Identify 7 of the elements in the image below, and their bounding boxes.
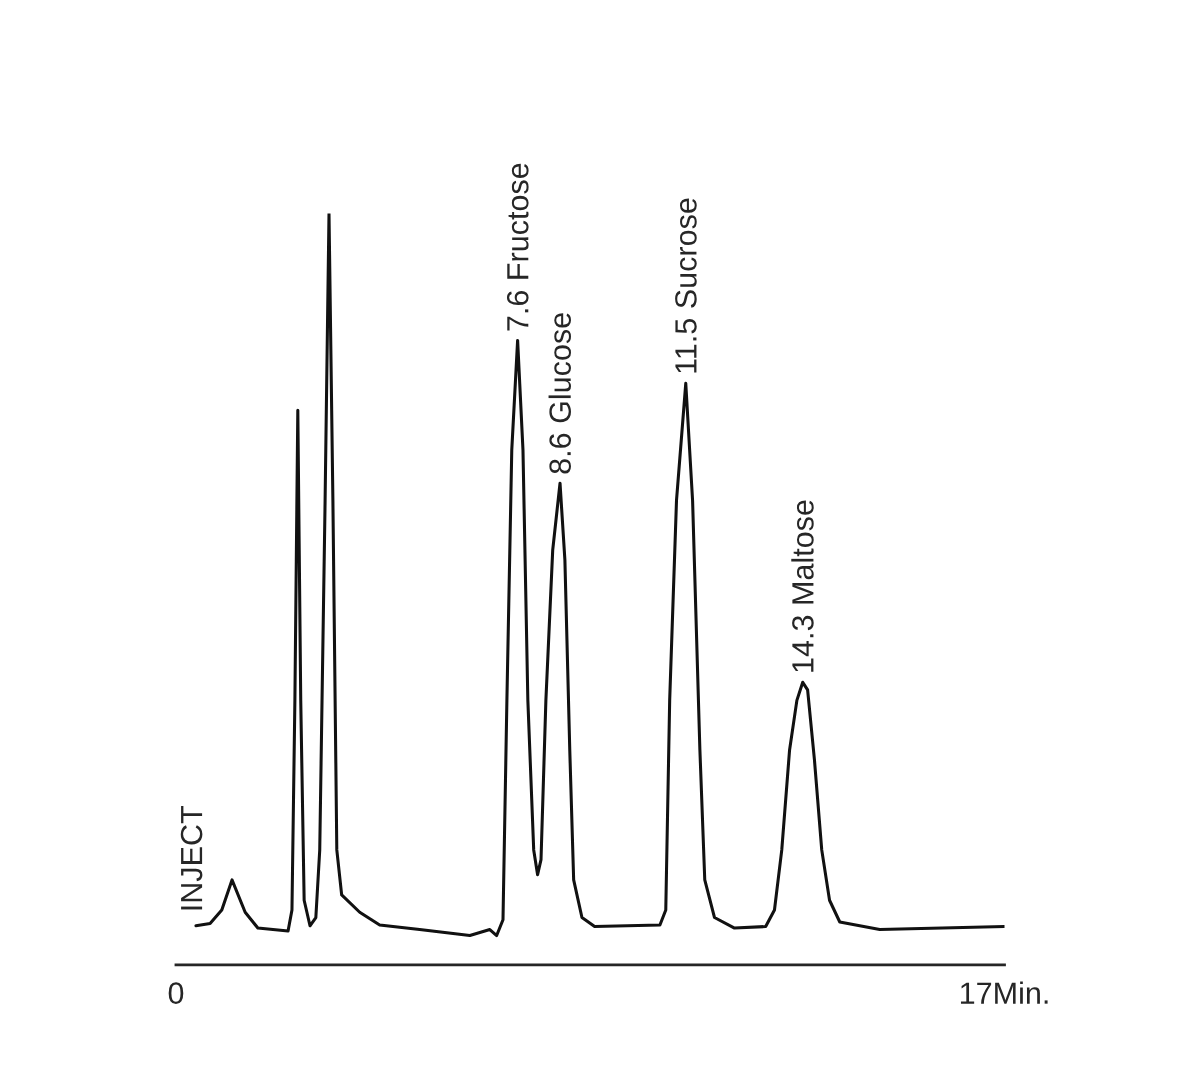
x-tick-label: 17Min. — [960, 981, 1048, 1004]
annotation: 7.6 Fructose — [506, 163, 529, 331]
annotation: INJECT — [180, 806, 203, 910]
annotation: 14.3 Maltose — [791, 500, 814, 672]
annotation: 8.6 Glucose — [548, 313, 571, 474]
annotation: 11.5 Sucrose — [675, 198, 697, 373]
x-tick-label: 0 — [168, 982, 184, 1004]
